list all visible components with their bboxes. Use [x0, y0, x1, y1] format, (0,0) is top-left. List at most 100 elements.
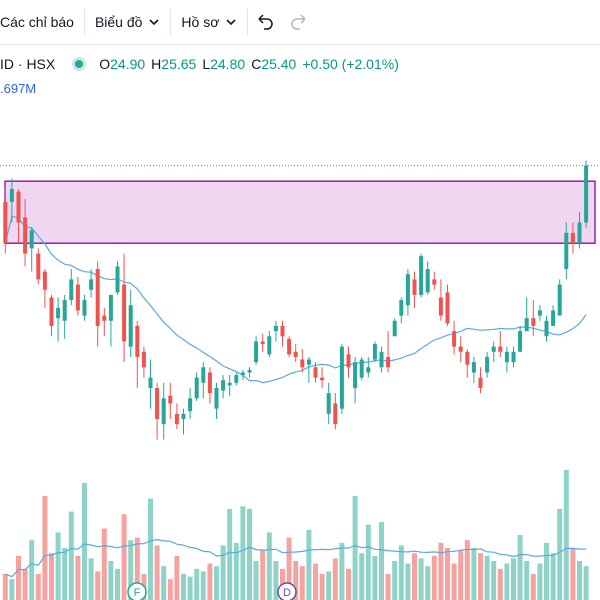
- volume-bar: [431, 555, 437, 600]
- price-zone-rectangle[interactable]: [4, 180, 596, 244]
- candle: [148, 359, 153, 409]
- volume-bar: [484, 555, 490, 600]
- volume-bar: [134, 537, 140, 600]
- candle: [511, 346, 516, 368]
- volume-bar: [49, 553, 54, 600]
- volume-bar: [385, 574, 391, 600]
- candle: [346, 346, 351, 378]
- volume-bar: [273, 561, 279, 600]
- svg-text:F: F: [134, 587, 141, 599]
- volume-bar: [187, 576, 193, 600]
- volume-bar: [95, 571, 101, 600]
- volume-bar: [398, 545, 404, 600]
- volume-bar: [372, 555, 378, 600]
- candle: [23, 199, 28, 267]
- candle: [56, 297, 61, 342]
- volume-bar: [339, 542, 345, 600]
- candle: [531, 300, 536, 337]
- candle: [122, 253, 127, 363]
- volume-bar: [214, 566, 219, 600]
- volume-bar: [88, 558, 94, 600]
- volume-bars: [2, 470, 589, 600]
- event-marker[interactable]: D: [277, 582, 297, 600]
- volume-bar: [557, 509, 563, 600]
- indicators-button[interactable]: Các chỉ báo: [0, 0, 84, 44]
- volume-bar: [451, 563, 457, 600]
- change-value: +0.50 (+2.01%): [302, 56, 399, 72]
- low-value: 24.80: [210, 56, 246, 72]
- volume-ma-line: [5, 538, 587, 578]
- volume-bar: [220, 545, 226, 600]
- candle: [214, 382, 219, 419]
- candle: [504, 346, 509, 373]
- market-status-dot: [75, 60, 84, 68]
- candle: [194, 372, 199, 401]
- profile-dropdown[interactable]: Hồ sơ: [171, 0, 247, 44]
- candle: [359, 356, 364, 381]
- toolbar-divider: [170, 9, 172, 35]
- candle: [89, 269, 94, 298]
- event-marker[interactable]: F: [127, 582, 147, 600]
- symbol-label[interactable]: ID · HSX: [0, 56, 56, 72]
- volume-bar: [313, 563, 318, 600]
- candle: [326, 382, 331, 425]
- candle: [227, 375, 232, 396]
- volume-bar: [75, 555, 81, 600]
- volume-bar: [260, 550, 266, 600]
- volume-bar: [55, 532, 61, 600]
- candle: [95, 261, 100, 347]
- volume-bar: [570, 548, 576, 600]
- volume-bar: [128, 540, 134, 600]
- volume-bar: [471, 548, 477, 600]
- candle: [300, 349, 305, 373]
- candle: [339, 344, 344, 414]
- candle: [9, 178, 14, 223]
- candle: [438, 279, 443, 321]
- candle: [62, 294, 67, 339]
- volume-bar: [253, 561, 259, 600]
- candle: [570, 222, 575, 254]
- candle: [419, 253, 424, 298]
- volume-bar: [544, 542, 549, 600]
- candle: [458, 336, 463, 363]
- candle: [557, 279, 562, 316]
- volume-bar: [82, 483, 87, 600]
- volume-bar: [352, 496, 358, 600]
- candle: [207, 367, 212, 404]
- candle: [174, 403, 179, 430]
- volume-bar: [200, 571, 206, 600]
- candle: [49, 294, 54, 337]
- volume-bar: [405, 563, 411, 600]
- candle: [379, 346, 384, 373]
- volume-bar: [194, 568, 200, 600]
- volume-bar: [121, 514, 127, 600]
- candle: [254, 336, 259, 365]
- toolbar-divider: [247, 9, 249, 35]
- volume-bar: [583, 566, 589, 600]
- candle: [564, 222, 569, 280]
- volume-bar: [458, 550, 464, 600]
- candle: [168, 382, 173, 419]
- candle: [465, 349, 470, 378]
- candle: [577, 212, 582, 249]
- redo-icon: [291, 14, 306, 30]
- redo-button[interactable]: [282, 13, 316, 31]
- chevron-down-icon: [226, 19, 236, 26]
- close-value: 25.40: [261, 56, 297, 72]
- candle: [485, 351, 490, 378]
- candle: [36, 248, 41, 285]
- volume-bar: [504, 563, 510, 600]
- candle: [82, 294, 87, 321]
- undo-button[interactable]: [248, 13, 282, 31]
- symbol-legend: ID · HSX O 24.90 H 25.65 L 24.80 C 25.40 +0.…: [0, 54, 399, 74]
- candle: [452, 320, 457, 355]
- candle: [3, 186, 8, 254]
- volume-bar: [299, 566, 305, 600]
- candle: [141, 346, 146, 378]
- chart-type-dropdown[interactable]: Biểu đồ: [85, 0, 170, 44]
- volume-bar: [9, 579, 15, 600]
- candle: [260, 333, 265, 352]
- candle: [386, 331, 391, 373]
